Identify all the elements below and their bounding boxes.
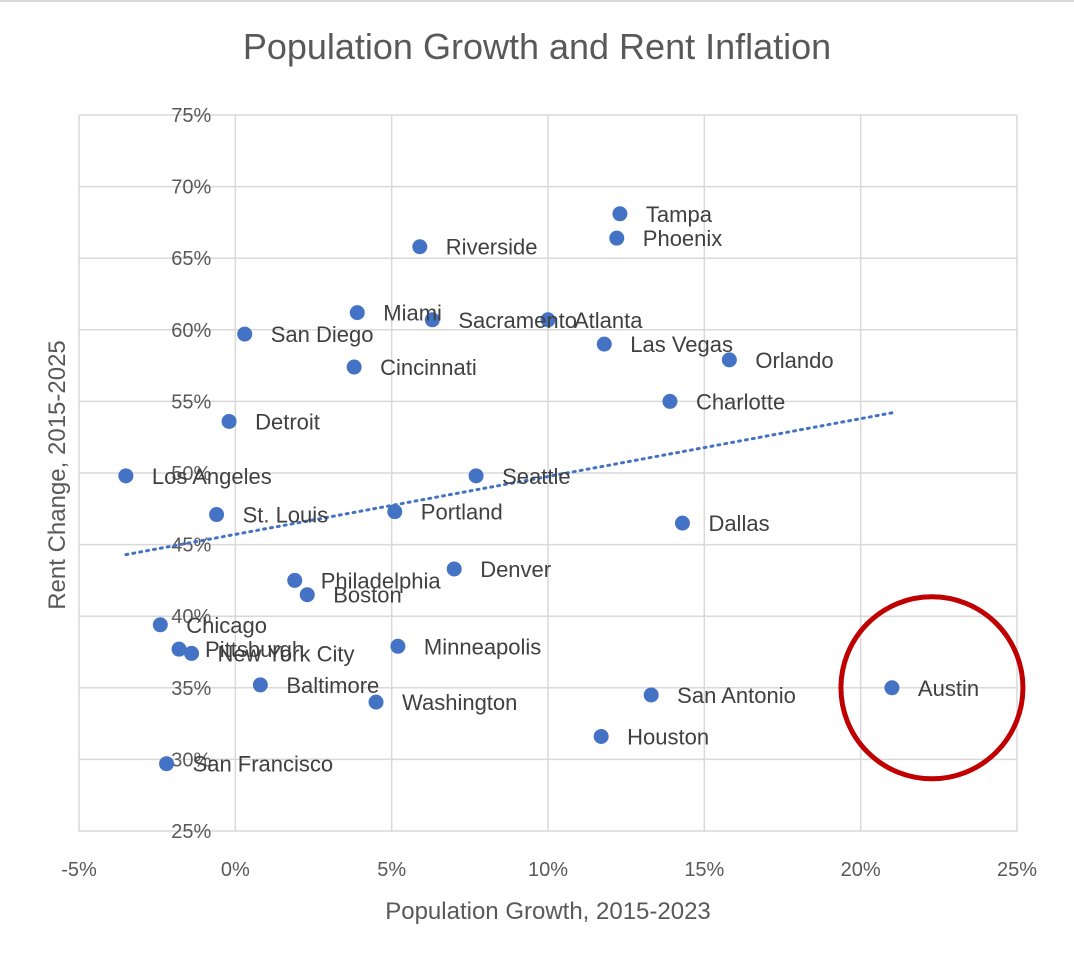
point-label: Atlanta (574, 308, 643, 333)
data-point (171, 641, 187, 657)
y-tick-label: 70% (171, 177, 211, 199)
data-point (674, 515, 690, 531)
data-point (643, 687, 659, 703)
point-label: Los Angeles (152, 464, 272, 489)
y-tick-labels: 25%30%35%40%45%50%55%60%65%70%75% (171, 105, 211, 843)
x-tick-label: 5% (377, 859, 406, 881)
point-label: Boston (333, 583, 402, 608)
x-tick-label: -5% (61, 859, 97, 881)
point-label: Baltimore (286, 673, 379, 698)
data-point (118, 468, 134, 484)
highlight-circle (838, 594, 1026, 782)
chart-title: Population Growth and Rent Inflation (242, 26, 832, 67)
point-label: Orlando (755, 348, 833, 373)
y-tick-label: 55% (171, 391, 211, 413)
x-tick-label: 15% (684, 859, 724, 881)
y-tick-label: 65% (171, 248, 211, 270)
annotation-group (838, 594, 1026, 782)
point-label: New York City (218, 641, 355, 666)
point-label: Pittsburgh (205, 637, 304, 662)
data-point (252, 677, 268, 693)
data-point (540, 312, 556, 328)
x-axis-label: Population Growth, 2015-2023 (385, 898, 711, 925)
point-label: Phoenix (643, 226, 723, 251)
data-point (593, 728, 609, 744)
data-point (612, 206, 628, 222)
point-label: Minneapolis (424, 634, 541, 659)
point-label: Austin (918, 676, 979, 701)
point-label: Houston (627, 724, 709, 749)
data-point (596, 336, 612, 352)
data-point (237, 326, 253, 342)
data-point (159, 756, 175, 772)
data-point (390, 638, 406, 654)
point-label: Dallas (708, 511, 769, 536)
y-tick-label: 35% (171, 678, 211, 700)
data-point (349, 305, 365, 321)
point-label: San Antonio (677, 683, 796, 708)
data-point (152, 617, 168, 633)
point-label: Portland (421, 500, 503, 525)
x-tick-label: 25% (997, 859, 1037, 881)
data-point (721, 352, 737, 368)
point-label: Charlotte (696, 389, 785, 414)
point-label: Sacramento (458, 308, 577, 333)
point-label: St. Louis (243, 503, 329, 528)
data-point (412, 239, 428, 255)
point-label: Washington (402, 690, 517, 715)
point-label: Miami (383, 301, 442, 326)
data-point (662, 393, 678, 409)
y-tick-label: 50% (171, 463, 211, 485)
data-point (884, 680, 900, 696)
y-tick-label: 75% (171, 105, 211, 127)
x-tick-labels: -5% 0% 5% 10% 15% 20% 25% (61, 859, 1037, 881)
x-tick-label: 0% (221, 859, 250, 881)
y-tick-label: 60% (171, 320, 211, 342)
data-point (287, 572, 303, 588)
data-point (424, 312, 440, 328)
data-point (221, 413, 237, 429)
point-label: Detroit (255, 409, 320, 434)
x-tick-label: 20% (841, 859, 881, 881)
data-point (346, 359, 362, 375)
gridlines (78, 114, 1018, 832)
point-label: Denver (480, 557, 551, 582)
point-label: Seattle (502, 464, 571, 489)
point-label: Philadelphia (321, 568, 442, 593)
data-point (368, 694, 384, 710)
y-tick-label: 25% (171, 821, 211, 843)
data-point (468, 468, 484, 484)
data-point (184, 645, 200, 661)
point-label: Cincinnati (380, 355, 477, 380)
y-tick-label: 30% (171, 749, 211, 771)
point-label: Tampa (646, 202, 713, 227)
y-tick-label: 40% (171, 606, 211, 628)
point-label: San Diego (271, 322, 374, 347)
point-label: Las Vegas (630, 332, 733, 357)
point-label: San Francisco (193, 752, 334, 777)
point-label: Chicago (186, 613, 267, 638)
point-label: Riverside (446, 235, 538, 260)
data-point (299, 587, 315, 603)
x-tick-label: 10% (528, 859, 568, 881)
data-point (446, 561, 462, 577)
data-point (209, 507, 225, 523)
data-points (118, 206, 900, 772)
data-point (609, 230, 625, 246)
data-point (387, 504, 403, 520)
